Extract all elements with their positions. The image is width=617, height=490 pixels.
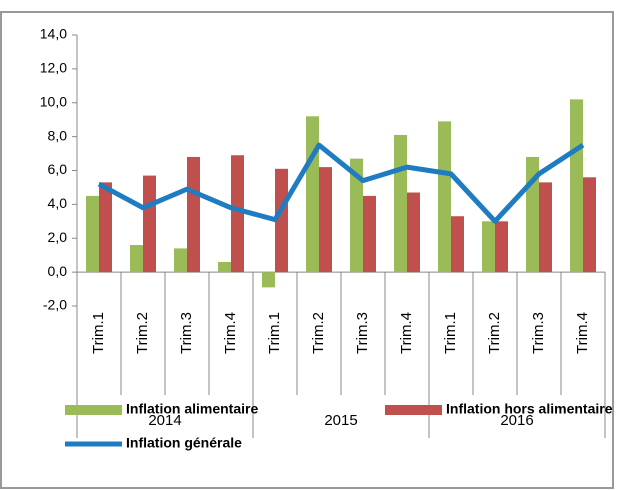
bar bbox=[495, 221, 508, 273]
group-label: 2015 bbox=[324, 412, 357, 429]
x-tick-label: Trim.2 bbox=[486, 312, 503, 354]
bar bbox=[218, 261, 231, 273]
x-tick-label: Trim.1 bbox=[266, 312, 283, 354]
bar bbox=[583, 177, 596, 273]
x-tick-label: Trim.3 bbox=[178, 312, 195, 354]
x-tick-label: Trim.2 bbox=[310, 312, 327, 354]
bar bbox=[275, 168, 288, 273]
line bbox=[97, 142, 585, 224]
legend-label: Inflation générale bbox=[126, 435, 242, 451]
y-tick-label: -2,0 bbox=[43, 297, 67, 313]
bar bbox=[99, 182, 112, 273]
y-tick-label: 4,0 bbox=[48, 195, 68, 211]
bar bbox=[570, 99, 583, 273]
x-tick-label: Trim.1 bbox=[442, 312, 459, 354]
y-tick-label: 6,0 bbox=[48, 161, 68, 177]
bar bbox=[482, 221, 495, 273]
y-tick-label: 8,0 bbox=[48, 127, 68, 143]
bar bbox=[319, 167, 332, 273]
y-tick-label: 14,0 bbox=[40, 26, 67, 42]
bar bbox=[174, 248, 187, 273]
bar bbox=[438, 121, 451, 273]
y-tick-label: 12,0 bbox=[40, 60, 67, 76]
bar bbox=[262, 272, 275, 288]
x-tick-label: Trim.4 bbox=[222, 312, 239, 354]
bar bbox=[539, 182, 552, 273]
legend-label: Inflation hors alimentaire bbox=[446, 401, 613, 417]
bar bbox=[407, 192, 420, 273]
x-tick-label: Trim.4 bbox=[574, 312, 591, 354]
bar bbox=[363, 195, 376, 273]
x-tick-label: Trim.3 bbox=[530, 312, 547, 354]
bar bbox=[187, 156, 200, 273]
bar bbox=[306, 116, 319, 273]
bar bbox=[350, 158, 363, 273]
bar bbox=[130, 245, 143, 273]
bar bbox=[451, 216, 464, 273]
legend-label: Inflation alimentaire bbox=[126, 401, 258, 417]
legend-swatch bbox=[385, 405, 442, 415]
group-label: 2016 bbox=[500, 412, 533, 429]
y-tick-label: 10,0 bbox=[40, 93, 67, 109]
bar bbox=[231, 155, 244, 273]
bar bbox=[394, 134, 407, 273]
x-tick-label: Trim.2 bbox=[134, 312, 151, 354]
bar bbox=[143, 175, 156, 273]
group-label: 2014 bbox=[148, 412, 181, 429]
legend-swatch bbox=[65, 405, 122, 415]
x-tick-label: Trim.3 bbox=[354, 312, 371, 354]
y-tick-label: 2,0 bbox=[48, 229, 68, 245]
y-tick-label: 0,0 bbox=[48, 263, 68, 279]
x-tick-label: Trim.4 bbox=[398, 312, 415, 354]
frame bbox=[0, 11, 614, 489]
x-tick-label: Trim.1 bbox=[90, 312, 107, 354]
bar bbox=[86, 195, 99, 273]
